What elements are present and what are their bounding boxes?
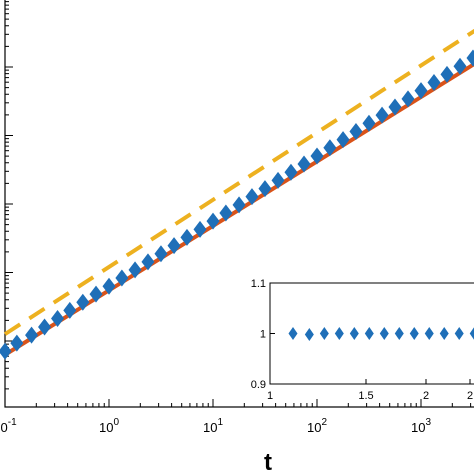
data-point-diamond	[206, 212, 220, 230]
inset-series	[288, 327, 474, 342]
data-point-diamond	[440, 65, 454, 83]
tick-exponent: 0	[113, 417, 119, 428]
inset-tick-labels: 1.110.91 1.5 2 2	[251, 278, 473, 402]
x-tick-label: 103	[411, 417, 431, 435]
data-point-diamond	[51, 310, 65, 328]
main-ticks	[4, 1, 472, 407]
inset-point-diamond	[439, 327, 449, 340]
inset-point-diamond	[409, 327, 419, 340]
data-point-diamond	[453, 57, 467, 75]
inset-y-tick-label: 0.9	[251, 379, 266, 391]
data-point-diamond	[388, 98, 402, 116]
inset-point-diamond	[394, 327, 404, 340]
tick-exponent: 1	[217, 417, 223, 428]
main-plot-frame	[4, 0, 474, 408]
data-point-diamond	[63, 301, 77, 319]
inset-point-diamond	[454, 327, 464, 340]
inset-point-diamond	[349, 327, 359, 340]
inset-point-diamond	[469, 327, 474, 340]
inset-point-diamond	[379, 327, 389, 340]
data-point-diamond	[375, 106, 389, 124]
data-point-diamond	[271, 171, 285, 189]
data-point-diamond	[258, 180, 272, 198]
data-point-diamond	[76, 293, 90, 311]
data-point-diamond	[427, 74, 441, 92]
data-point-diamond	[102, 277, 116, 295]
data-point-diamond	[466, 49, 474, 67]
data-point-diamond	[89, 285, 103, 303]
inset-y-tick-label: 1	[260, 329, 266, 341]
x-tick-label: 102	[307, 417, 327, 435]
data-point-diamond	[0, 342, 12, 360]
inset-x-tick-label: 1.5	[358, 390, 373, 402]
data-point-diamond	[323, 139, 337, 157]
data-point-diamond	[193, 220, 207, 238]
data-point-diamond	[167, 237, 181, 255]
data-point-diamond	[128, 261, 142, 279]
tick-base: 10	[307, 420, 321, 435]
tick-exponent: 2	[321, 417, 327, 428]
x-tick-label: 101	[203, 417, 223, 435]
data-point-diamond	[219, 204, 233, 222]
x-axis-label: t	[264, 449, 272, 474]
tick-base: 10	[99, 420, 113, 435]
x-tick-label: 100	[99, 417, 119, 435]
inset-point-diamond	[334, 327, 344, 340]
x-tick-label: 10-1	[0, 417, 17, 435]
inset-point-diamond	[364, 327, 374, 340]
data-point-diamond	[336, 131, 350, 149]
data-point-diamond	[310, 147, 324, 165]
tick-exponent: -1	[8, 417, 17, 428]
data-point-diamond	[115, 269, 129, 287]
data-point-diamond	[401, 90, 415, 108]
inset-x-tick-label: 2	[423, 390, 429, 402]
data-point-diamond	[25, 326, 39, 344]
data-point-diamond	[38, 318, 52, 336]
data-point-diamond	[362, 114, 376, 132]
data-point-diamond	[297, 155, 311, 173]
inset-point-diamond	[319, 327, 329, 340]
tick-exponent: 3	[425, 417, 431, 428]
data-point-diamond	[141, 253, 155, 271]
inset-plot: 1.110.91 1.5 2 2	[251, 278, 474, 402]
fit-line-dashed	[3, 28, 474, 336]
data-point-diamond	[284, 163, 298, 181]
data-point-diamond	[10, 334, 24, 352]
inset-x-tick-label: 1	[267, 390, 273, 402]
data-point-diamond	[349, 122, 363, 140]
inset-ticks	[269, 282, 471, 385]
tick-base: 10	[203, 420, 217, 435]
tick-base: 10	[0, 420, 8, 435]
tick-base: 10	[411, 420, 425, 435]
data-point-diamond	[245, 188, 259, 206]
main-series	[0, 28, 474, 360]
inset-point-diamond	[424, 327, 434, 340]
inset-point-diamond	[304, 328, 314, 342]
inset-x-tick-label: 2	[467, 390, 473, 402]
data-point-diamond	[232, 196, 246, 214]
data-point-diamond	[180, 228, 194, 246]
inset-y-tick-label: 1.1	[251, 278, 266, 290]
data-point-diamond	[154, 245, 168, 263]
inset-point-diamond	[288, 327, 298, 340]
data-point-diamond	[414, 82, 428, 100]
